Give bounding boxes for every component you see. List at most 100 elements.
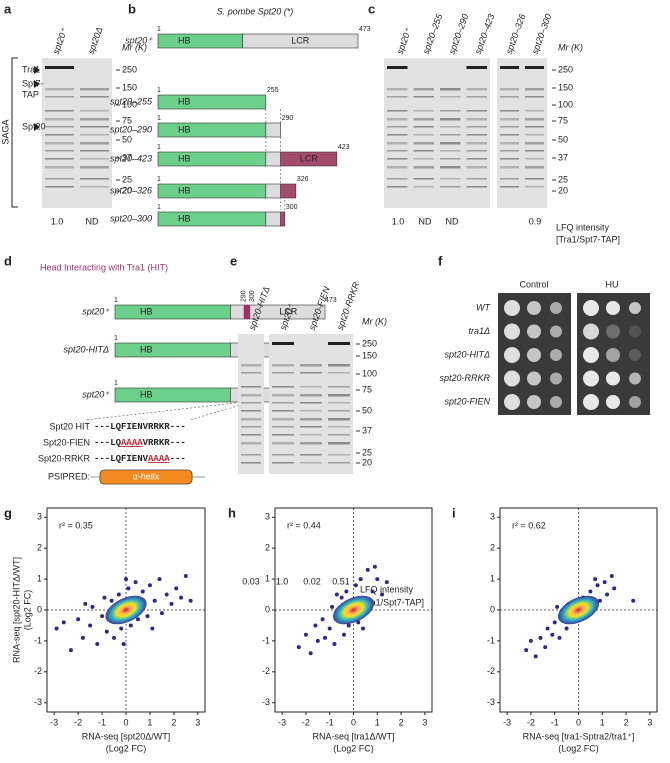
point <box>605 592 610 597</box>
gel-band <box>466 118 487 121</box>
panel-label: d <box>4 253 12 268</box>
point <box>164 592 169 597</box>
y-tick-label: 1 <box>37 573 42 583</box>
gel-band <box>500 158 519 160</box>
gel-band <box>300 372 322 374</box>
colony-spot <box>504 323 520 340</box>
colony-spot <box>606 371 620 386</box>
gel-band <box>466 126 487 128</box>
gel-band <box>272 442 294 445</box>
construct-title: S. pombe Spt20 (*) <box>217 6 294 16</box>
gel-band <box>272 364 294 367</box>
point <box>308 651 313 656</box>
gel-band <box>500 110 519 112</box>
point <box>179 595 184 600</box>
gel-band <box>440 126 461 128</box>
construct-name: spt20–300 <box>110 213 152 223</box>
gel-band <box>241 418 261 421</box>
domain <box>230 304 326 320</box>
point <box>116 592 121 597</box>
colony-spot <box>629 349 641 361</box>
gel-band <box>500 150 519 152</box>
gel-band <box>80 142 109 145</box>
gel-band <box>525 88 544 91</box>
zoom-lines <box>84 401 251 421</box>
y-tick-label: 1 <box>490 573 495 583</box>
mr-label: Mr (K) <box>558 42 583 52</box>
point <box>380 592 385 597</box>
gel-band <box>272 402 294 404</box>
x-axis-label: RNA-seq [tra1Δ/WT] <box>312 731 394 741</box>
gel-band <box>80 134 109 136</box>
lfq-value: 1.0 <box>276 576 289 586</box>
gel-band <box>466 158 487 160</box>
strain-label: spt20-HITΔ <box>444 349 490 359</box>
gel-band <box>272 462 294 464</box>
point <box>344 589 349 594</box>
x-tick-label: 0 <box>123 717 128 727</box>
domain <box>157 151 267 167</box>
y-tick-label: -3 <box>487 697 495 707</box>
gel-band <box>328 418 350 421</box>
gel-band <box>500 178 519 180</box>
gel-band <box>45 66 74 69</box>
gel-band <box>413 134 434 136</box>
domain <box>243 305 251 319</box>
point <box>552 620 557 625</box>
domain-label: HB <box>178 153 191 163</box>
gel-band <box>45 134 74 136</box>
gel-band <box>466 142 487 145</box>
domain <box>242 33 359 49</box>
gel-band <box>80 88 109 91</box>
x-axis-label: (Log2 FC) <box>333 743 374 753</box>
gel-band <box>525 178 544 180</box>
residue-number: 473 <box>359 26 371 33</box>
colony-spot <box>629 302 641 314</box>
x-axis-label: RNA-seq [spt20Δ/WT] <box>82 731 171 741</box>
y-tick-label: -2 <box>262 666 270 676</box>
residue-number: 473 <box>325 297 337 304</box>
gel-band <box>272 372 294 374</box>
gel <box>384 58 490 208</box>
point <box>68 648 73 653</box>
lane-label: spt20Δ <box>86 26 105 56</box>
colony-spot <box>606 324 620 339</box>
mr-label: Mr (K) <box>122 42 147 52</box>
gel-band <box>500 186 519 188</box>
residue-number: 255 <box>267 87 279 94</box>
gel-band <box>300 462 322 464</box>
x-tick-label: 3 <box>647 717 652 727</box>
marker-label: 50 <box>362 405 372 415</box>
residue-number: 300 <box>286 204 298 211</box>
colony-spot <box>527 395 541 409</box>
point <box>322 635 327 640</box>
r2-label: r² = 0.44 <box>287 520 321 530</box>
colony-spot <box>583 370 599 387</box>
gel-band <box>45 96 74 98</box>
gel-band <box>440 150 461 152</box>
point <box>597 598 602 603</box>
gel-band <box>387 126 408 128</box>
lfq-value: 0.9 <box>529 216 542 226</box>
x-tick-label: 2 <box>624 717 629 727</box>
colony-spot <box>550 396 562 408</box>
domain <box>114 387 231 403</box>
point <box>140 589 145 594</box>
gel-band <box>272 386 294 388</box>
gel-band <box>80 150 109 152</box>
colony-spot <box>504 394 520 410</box>
gel-band <box>387 166 408 169</box>
marker-label: 150 <box>362 350 377 360</box>
gel-band <box>328 394 350 397</box>
construct-name: spt20–423 <box>110 153 152 163</box>
gel-band <box>387 150 408 152</box>
point <box>109 598 114 603</box>
gel-band <box>440 158 461 160</box>
gel-band <box>387 186 408 188</box>
y-tick-label: 1 <box>265 573 270 583</box>
residue-number: 1 <box>114 335 118 342</box>
gel-band <box>45 166 74 169</box>
point <box>631 598 636 603</box>
band-label: Spt7- <box>22 78 44 88</box>
gel-band <box>525 96 544 98</box>
